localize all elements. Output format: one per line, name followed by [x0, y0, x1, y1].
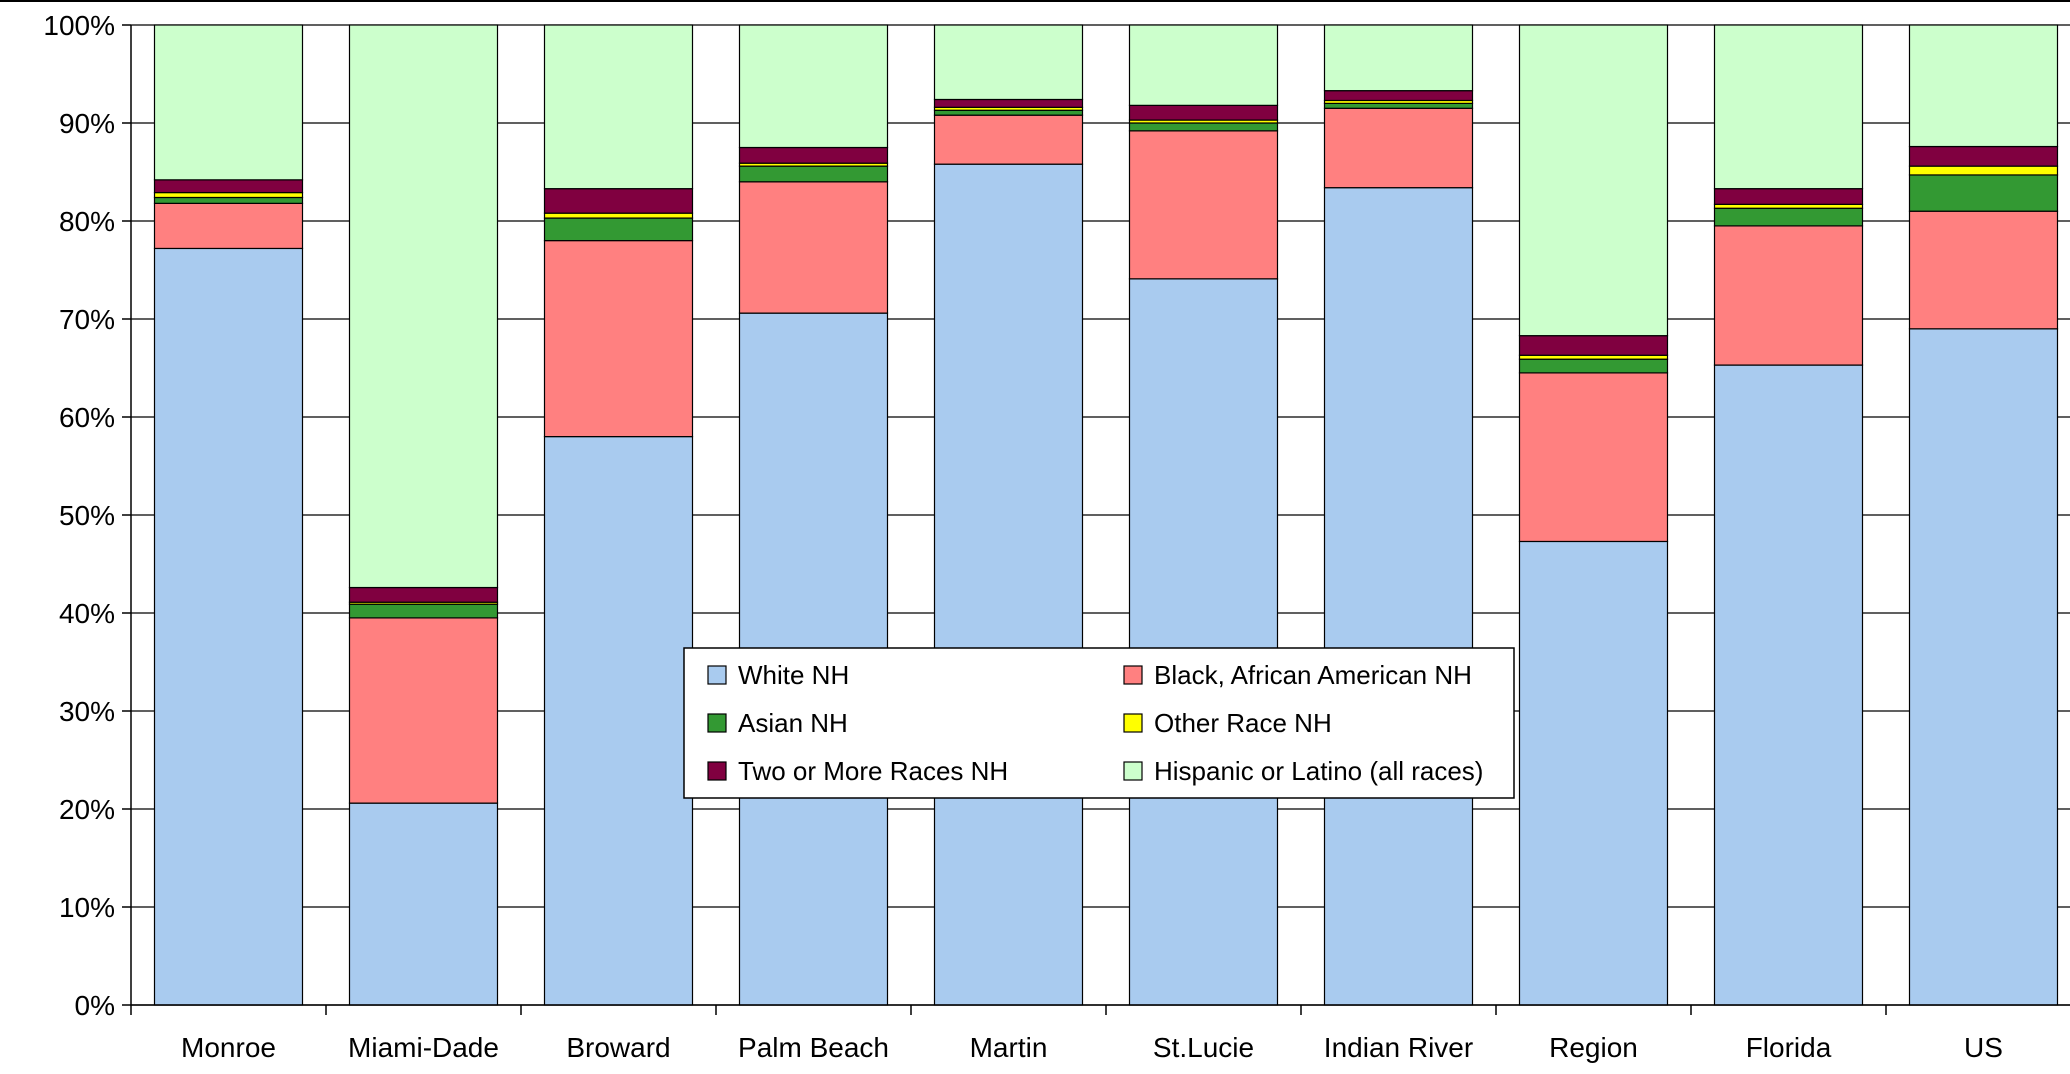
bar-segment	[543, 436, 694, 1006]
bar-segment	[1128, 278, 1279, 1006]
bar-segment	[1713, 188, 1864, 205]
y-tick-label: 50%	[59, 500, 115, 531]
bar-segment	[1323, 187, 1474, 1006]
bar-segment	[153, 24, 304, 181]
bar-segment	[1518, 540, 1669, 1006]
legend-label: Asian NH	[738, 708, 848, 738]
bar-segment	[543, 24, 694, 190]
bar-segment	[348, 802, 499, 1006]
bar-segment	[543, 240, 694, 438]
x-tick-label: Palm Beach	[738, 1032, 889, 1063]
bar-segment	[153, 196, 304, 204]
bar-segment	[543, 212, 694, 219]
x-tick-label: Monroe	[181, 1032, 276, 1063]
bar-segment	[1713, 225, 1864, 366]
bar-segment	[1128, 122, 1279, 132]
y-tick-label: 10%	[59, 892, 115, 923]
bar-segment	[1908, 165, 2059, 176]
bar-segment	[1518, 358, 1669, 374]
x-tick-label: Region	[1549, 1032, 1638, 1063]
x-tick-label: Broward	[566, 1032, 670, 1063]
bar-segment	[543, 217, 694, 242]
bar-segment	[738, 24, 889, 149]
bar-segment	[153, 202, 304, 250]
y-tick-label: 80%	[59, 206, 115, 237]
bar-segment	[1518, 24, 1669, 337]
bar-segment	[738, 165, 889, 183]
legend-swatch	[1123, 665, 1143, 685]
bar-segment	[1128, 130, 1279, 280]
legend-swatch	[707, 761, 727, 781]
legend-label: White NH	[738, 660, 849, 690]
bar-segment	[1518, 372, 1669, 543]
bar-segment	[153, 191, 304, 199]
bar-segment	[153, 247, 304, 1006]
bar-segment	[1518, 335, 1669, 356]
x-tick-label: US	[1964, 1032, 2003, 1063]
bar-segment	[933, 109, 1084, 116]
bar-segment	[1908, 24, 2059, 148]
y-tick-label: 20%	[59, 794, 115, 825]
legend-swatch	[707, 713, 727, 733]
legend-box	[683, 647, 1515, 799]
y-tick-label: 60%	[59, 402, 115, 433]
x-tick-label: Indian River	[1324, 1032, 1473, 1063]
bar-segment	[348, 586, 499, 603]
bar-segment	[153, 179, 304, 194]
x-tick-label: Miami-Dade	[348, 1032, 499, 1063]
y-tick-label: 70%	[59, 304, 115, 335]
y-tick-label: 90%	[59, 108, 115, 139]
bar-segment	[1713, 24, 1864, 190]
legend-label: Two or More Races NH	[738, 756, 1008, 786]
y-tick-label: 40%	[59, 598, 115, 629]
bar-segment	[933, 24, 1084, 101]
bar-segment	[1908, 174, 2059, 212]
bar-segment	[1128, 24, 1279, 106]
bar-segment	[933, 98, 1084, 108]
bar-segment	[1908, 145, 2059, 167]
y-tick-label: 100%	[43, 10, 115, 41]
legend: White NH Black, African American NH Asian …	[683, 647, 1515, 799]
bar-segment	[933, 163, 1084, 1006]
y-tick-label: 0%	[75, 990, 115, 1021]
legend-swatch	[707, 665, 727, 685]
x-tick-label: Martin	[970, 1032, 1048, 1063]
bar-segment	[348, 603, 499, 619]
y-tick-label: 30%	[59, 696, 115, 727]
bar-segment	[1323, 24, 1474, 92]
bar-segment	[1908, 210, 2059, 330]
legend-swatch	[1123, 713, 1143, 733]
x-tick-label: St.Lucie	[1153, 1032, 1254, 1063]
legend-label: Other Race NH	[1154, 708, 1332, 738]
legend-swatch	[1123, 761, 1143, 781]
bar-segment	[1713, 207, 1864, 227]
legend-label: Hispanic or Latino (all races)	[1154, 756, 1483, 786]
bar-segment	[348, 617, 499, 804]
bar-segment	[543, 188, 694, 214]
bar-segment	[738, 146, 889, 164]
x-tick-label: Florida	[1746, 1032, 1832, 1063]
bar-segment	[738, 181, 889, 314]
bar-segment	[1128, 104, 1279, 121]
legend-label: Black, African American NH	[1154, 660, 1472, 690]
bar-segment	[1713, 364, 1864, 1006]
bar-segment	[1323, 90, 1474, 102]
bar-segment	[1908, 328, 2059, 1006]
bar-segment	[1323, 102, 1474, 109]
bar-segment	[1323, 107, 1474, 189]
bar-segment	[348, 24, 499, 589]
bar-segment	[933, 114, 1084, 165]
